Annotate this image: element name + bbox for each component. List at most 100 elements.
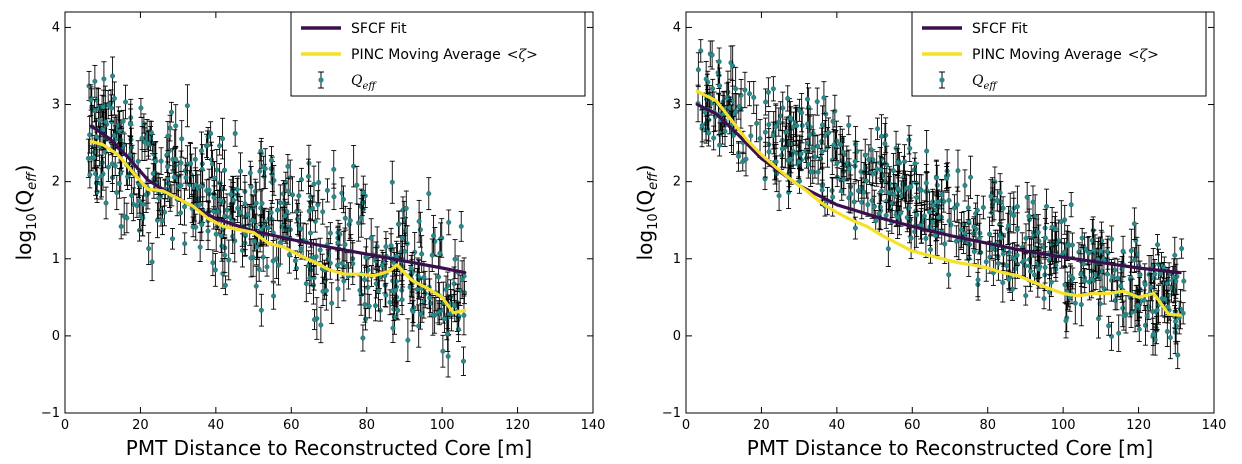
y-axis-label: log10(Qeff) [12, 165, 40, 261]
x-tick-label: 60 [904, 418, 921, 433]
error-bar-point [904, 202, 910, 233]
error-bar-point [878, 155, 884, 185]
y-tick-label: 3 [52, 98, 60, 113]
error-bar-point [334, 250, 340, 281]
x-tick-label: 0 [61, 418, 69, 433]
y-axis-label: log10(Qeff) [633, 165, 661, 261]
error-bar-point [262, 148, 268, 189]
error-bar-point [146, 232, 152, 265]
error-bar-point [717, 133, 723, 157]
error-bar-point [331, 183, 337, 211]
y-tick-label: −1 [41, 406, 60, 421]
error-bar-point [1109, 225, 1115, 254]
pinc-moving-average-line [695, 89, 1182, 317]
error-bar-point [878, 180, 884, 202]
error-bar-point [862, 138, 868, 172]
error-bar-point [441, 304, 447, 333]
error-bar-point [989, 236, 995, 259]
error-bar-point [389, 160, 395, 204]
error-bar-point [977, 213, 983, 253]
error-bar-point [921, 200, 927, 232]
legend: SFCF Fit PINC Moving Average <ζ> Qeff [290, 11, 586, 97]
y-tick-label: −1 [662, 406, 681, 421]
error-bar-point [184, 84, 190, 128]
error-bar-point [794, 106, 800, 145]
error-bar-point [1067, 283, 1073, 312]
error-bar-point [815, 159, 821, 185]
error-bar-point [342, 227, 348, 262]
error-bar-point [356, 204, 362, 242]
error-bar-point [951, 194, 957, 222]
legend-label: Qeff [351, 73, 377, 92]
error-bar-point [318, 306, 324, 344]
legend-entry: Qeff [939, 71, 998, 92]
error-bar-point [305, 158, 311, 195]
error-bar-point [773, 104, 779, 149]
error-bar-point [939, 179, 945, 210]
error-bar-point [1047, 273, 1053, 311]
error-bar-point [153, 141, 159, 182]
error-bar-point [997, 173, 1003, 213]
legend-label: PINC Moving Average <ζ> [351, 47, 538, 63]
error-bar-point [198, 170, 204, 203]
error-bar-point [290, 176, 296, 214]
error-bar-point [197, 232, 203, 263]
error-bar-point [393, 273, 399, 308]
y-tick-label: 2 [673, 175, 681, 190]
error-bar-point [907, 134, 913, 163]
pinc-moving-average-line [89, 140, 467, 315]
x-tick-label: 60 [283, 418, 300, 433]
error-bar-point [461, 295, 467, 336]
error-bar-point [885, 230, 891, 267]
error-bar-point [222, 237, 228, 273]
error-bar-point [112, 155, 118, 177]
error-bar-point [895, 148, 901, 177]
error-bar-point [182, 232, 188, 255]
y-tick-label: 4 [673, 20, 681, 35]
error-bar-point [1058, 200, 1064, 244]
error-bar-point [1049, 207, 1055, 248]
error-bar-point [342, 205, 348, 231]
error-bar-point [852, 140, 858, 183]
error-bar-point [285, 153, 291, 179]
error-bar-point [242, 217, 248, 251]
error-bar-point [1131, 207, 1137, 241]
error-bar-point [1048, 267, 1054, 297]
error-bar-point [105, 152, 111, 183]
error-bar-point [1042, 217, 1048, 258]
error-bar-point [310, 239, 316, 278]
data-points [85, 56, 467, 378]
y-tick-label: 1 [673, 252, 681, 267]
error-bar-point [1036, 249, 1042, 289]
error-bar-point [340, 185, 346, 214]
x-tick-label: 20 [132, 418, 149, 433]
error-bar-point [1167, 316, 1173, 360]
error-bar-point [883, 201, 889, 229]
error-bar-point [882, 123, 888, 165]
error-bar-point [885, 172, 891, 213]
legend-entry: PINC Moving Average <ζ> [922, 47, 1159, 63]
error-bar-point [955, 149, 961, 192]
error-bar-point [763, 88, 769, 116]
error-bar-point [105, 90, 111, 120]
error-bar-point [994, 189, 1000, 212]
error-bar-point [1062, 266, 1068, 304]
error-bar-point [1165, 290, 1171, 324]
x-tick-label: 80 [358, 418, 375, 433]
error-bar-point [124, 202, 130, 234]
error-bar-point [362, 264, 368, 295]
error-bar-point [841, 163, 847, 196]
error-bar-point [116, 168, 122, 199]
x-tick-label: 140 [581, 418, 606, 433]
error-bar-point [834, 147, 840, 179]
x-tick-label: 40 [208, 418, 225, 433]
legend-entry: Qeff [318, 71, 377, 92]
error-bar-point [1023, 223, 1029, 254]
error-bar-point [751, 80, 757, 114]
error-bar-point [400, 217, 406, 259]
error-bar-point [796, 168, 802, 194]
error-bar-point [408, 254, 414, 282]
error-bar-point [855, 179, 861, 202]
error-bar-point [918, 208, 924, 244]
